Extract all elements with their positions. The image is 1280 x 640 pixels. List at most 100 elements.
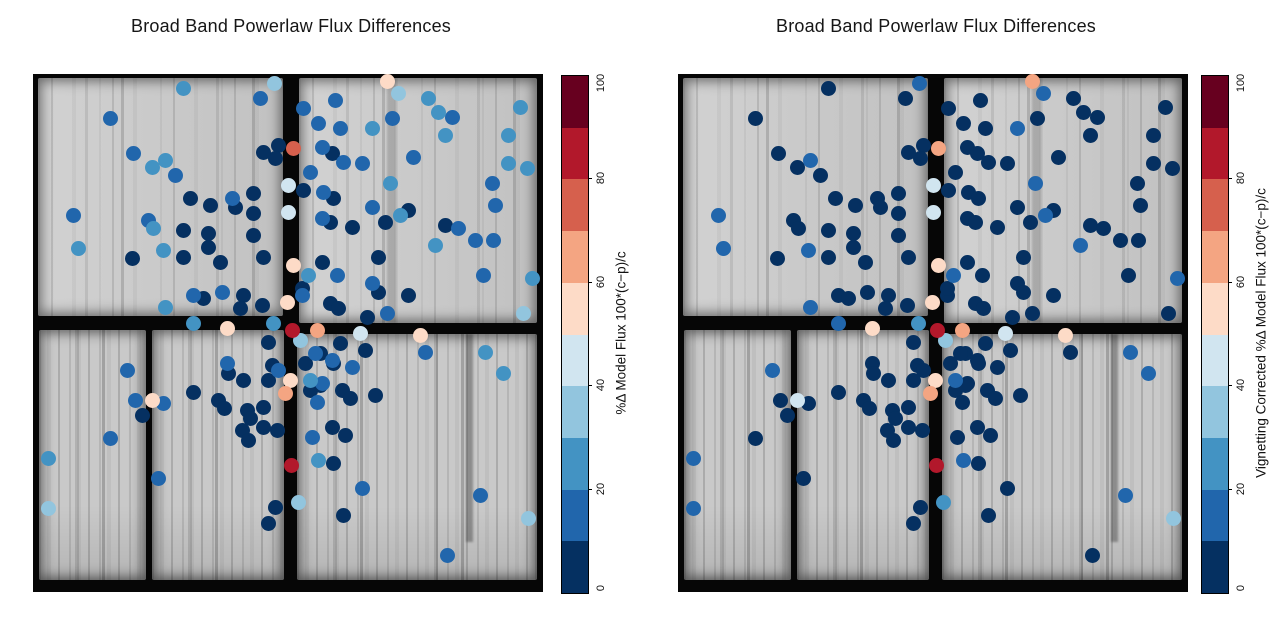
data-point: [235, 372, 251, 388]
data-point: [364, 120, 380, 136]
data-point: [102, 110, 118, 126]
data-point: [314, 210, 330, 226]
data-point: [370, 249, 386, 265]
data-point: [324, 419, 340, 435]
data-point: [400, 287, 416, 303]
data-point: [484, 175, 500, 191]
data-point: [885, 432, 901, 448]
data-point: [1057, 327, 1073, 343]
data-point: [282, 372, 298, 388]
data-point: [175, 249, 191, 265]
data-point: [265, 315, 281, 331]
data-point: [285, 257, 301, 273]
data-point: [1015, 284, 1031, 300]
data-point: [897, 90, 913, 106]
data-point: [959, 254, 975, 270]
data-point: [890, 205, 906, 221]
data-point: [224, 190, 240, 206]
colorbar-tick-label: 80: [595, 172, 607, 185]
data-point: [515, 305, 531, 321]
data-point: [847, 197, 863, 213]
data-point: [1160, 305, 1176, 321]
colorbar-tick-mark: [1228, 488, 1232, 490]
bad-column-streak: [387, 78, 396, 323]
data-point: [935, 494, 951, 510]
data-point: [70, 240, 86, 256]
data-point: [1002, 342, 1018, 358]
colorbar-segment: [1202, 437, 1228, 490]
data-point: [500, 127, 516, 143]
data-point: [235, 287, 251, 303]
data-point: [1045, 287, 1061, 303]
data-point: [928, 457, 944, 473]
data-point: [430, 104, 446, 120]
data-point: [175, 80, 191, 96]
data-point: [485, 232, 501, 248]
colorbar-segment: [1202, 76, 1228, 128]
colorbar-segment: [1202, 282, 1228, 335]
data-point: [290, 494, 306, 510]
data-point: [182, 190, 198, 206]
colorbar-tick-label: 0: [595, 584, 607, 592]
data-point: [925, 204, 941, 220]
data-point: [390, 85, 406, 101]
data-point: [495, 365, 511, 381]
colorbar-right-label: Vignetting Corrected %Δ Model Flux 100*(…: [1253, 188, 1269, 478]
colorbar-segment: [1202, 334, 1228, 387]
data-point: [910, 315, 926, 331]
data-point: [900, 419, 916, 435]
data-point: [795, 470, 811, 486]
data-point: [1065, 90, 1081, 106]
colorbar-tick-mark: [588, 281, 592, 283]
data-point: [185, 287, 201, 303]
data-point: [330, 300, 346, 316]
data-point: [967, 214, 983, 230]
data-point: [260, 515, 276, 531]
data-point: [1165, 510, 1181, 526]
data-point: [915, 362, 931, 378]
data-point: [134, 407, 150, 423]
data-point: [952, 345, 968, 361]
data-point: [300, 267, 316, 283]
data-point: [1164, 160, 1180, 176]
data-point: [242, 410, 258, 426]
data-point: [255, 144, 271, 160]
plot-right-detector-image: [678, 73, 1188, 592]
data-point: [314, 254, 330, 270]
data-point: [382, 175, 398, 191]
data-point: [40, 450, 56, 466]
data-point: [200, 239, 216, 255]
data-point: [240, 432, 256, 448]
data-point: [1157, 99, 1173, 115]
data-point: [977, 120, 993, 136]
data-point: [245, 227, 261, 243]
data-point: [269, 422, 285, 438]
ccd-panel-lower-left-b: [797, 330, 929, 580]
data-point: [392, 207, 408, 223]
data-point: [947, 164, 963, 180]
data-point: [1145, 155, 1161, 171]
colorbar-left-label: %Δ Model Flux 100*(c−p)/c: [613, 251, 629, 415]
data-point: [1009, 199, 1025, 215]
data-point: [1075, 104, 1091, 120]
data-point: [439, 547, 455, 563]
data-point: [942, 355, 958, 371]
data-point: [685, 450, 701, 466]
colorbar-tick-label: 20: [595, 482, 607, 495]
data-point: [472, 487, 488, 503]
data-point: [270, 362, 286, 378]
data-point: [520, 510, 536, 526]
data-point: [715, 240, 731, 256]
data-point: [295, 100, 311, 116]
data-point: [260, 372, 276, 388]
data-point: [800, 242, 816, 258]
data-point: [925, 177, 941, 193]
data-point: [40, 500, 56, 516]
data-point: [922, 385, 938, 401]
data-point: [295, 182, 311, 198]
data-point: [512, 99, 528, 115]
data-point: [314, 139, 330, 155]
colorbar-right: [1201, 75, 1229, 594]
data-point: [219, 355, 235, 371]
data-point: [354, 155, 370, 171]
